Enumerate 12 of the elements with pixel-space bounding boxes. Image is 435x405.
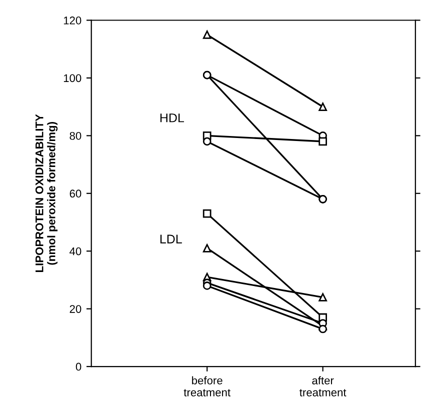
y-tick-label: 0 bbox=[76, 362, 82, 371]
y-tick-label: 20 bbox=[70, 305, 82, 313]
y-tick-label: 40 bbox=[70, 247, 82, 256]
x-tick-label: before treatment bbox=[184, 376, 230, 396]
y-tick-label: 60 bbox=[70, 190, 82, 198]
annotation: HDL bbox=[160, 114, 184, 122]
y-tick-label: 120 bbox=[64, 16, 82, 24]
y-tick-label: 80 bbox=[70, 132, 82, 140]
y-tick-label: 100 bbox=[64, 74, 82, 82]
x-tick-label: after treatment bbox=[300, 376, 346, 396]
y-axis-title: LIPOPROTEIN OXIDIZABILITY (nmol peroxide formed/mg) bbox=[35, 114, 58, 272]
annotation: LDL bbox=[160, 234, 182, 244]
